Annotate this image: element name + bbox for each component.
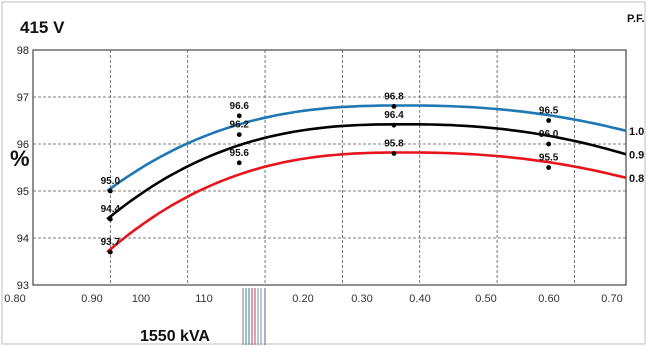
y-tick-label: 94: [17, 233, 29, 245]
x-tick-label: 0.70: [601, 293, 622, 305]
x-tick-labels: 0.80 0.90 100 110 0.20 0.30 0.40 0.50 0.60 0.70: [4, 293, 622, 305]
y-tick-label: 98: [17, 45, 29, 57]
data-point: [546, 118, 552, 123]
horizontal-gridlines: [33, 96, 626, 239]
x-tick-label: 0.20: [292, 293, 313, 305]
rating-label: 1550 kVA: [140, 328, 210, 345]
data-point: [236, 113, 242, 119]
x-tick-label: 0.50: [475, 293, 496, 305]
y-tick-label: 97: [17, 92, 29, 104]
x-tick-label: 0.40: [409, 293, 430, 305]
data-label: 96.2: [230, 120, 250, 131]
data-label: 96.8: [384, 91, 404, 102]
x-tick-label: 0.90: [81, 293, 102, 305]
data-point: [391, 151, 397, 156]
x-tick-label: 0.60: [538, 293, 559, 305]
y-axis-label: %: [10, 146, 30, 171]
data-label: 95.0: [101, 176, 121, 187]
data-point: [391, 122, 397, 128]
render-artifact-lines: [242, 288, 266, 345]
pf-label: 1.0: [629, 126, 644, 138]
data-point: [107, 188, 113, 194]
pf-legend-labels: 1.0 0.9 0.8: [629, 126, 644, 185]
pf-label: 0.8: [629, 173, 644, 185]
data-point: [546, 141, 552, 147]
series-line-pf-1.0: [106, 104, 627, 193]
data-label: 95.8: [384, 138, 404, 149]
plot-area: 93 94 95 96 97 98 95.0 96.6 96.8 96.5 94.4 96.2 96.…: [17, 45, 645, 292]
x-tick-label: 0.30: [351, 293, 372, 305]
series-points: [107, 104, 552, 255]
y-tick-label: 95: [17, 186, 29, 198]
data-point: [107, 216, 113, 222]
data-label: 96.4: [384, 110, 404, 121]
series-line-pf-0.8: [106, 151, 627, 254]
y-tick-label: 93: [17, 280, 29, 292]
y-tick-labels: 93 94 95 96 97 98: [17, 45, 29, 292]
plot-border: [32, 49, 627, 286]
data-point: [236, 132, 242, 138]
x-tick-label: 110: [195, 293, 213, 305]
data-label: 96.0: [539, 129, 559, 140]
x-tick-label: 100: [132, 293, 150, 305]
legend-title: P.F.: [627, 13, 645, 25]
data-label: 94.4: [101, 204, 121, 215]
data-point: [546, 165, 552, 170]
data-labels: 95.0 96.6 96.8 96.5 94.4 96.2 96.4 96.0 93.7 95.6…: [101, 91, 559, 248]
data-point: [236, 160, 242, 166]
data-label: 95.5: [539, 153, 559, 164]
y-tick-label: 96: [17, 139, 29, 151]
data-label: 95.6: [230, 148, 250, 159]
data-point: [107, 249, 113, 255]
data-label: 96.5: [539, 106, 559, 117]
pf-label: 0.9: [629, 149, 644, 161]
data-label: 93.7: [101, 237, 121, 248]
voltage-title: 415 V: [20, 18, 65, 37]
series-line-pf-0.9: [106, 123, 627, 221]
data-point: [391, 104, 397, 109]
x-tick-label: 0.80: [4, 293, 25, 305]
series-lines: [106, 104, 627, 254]
data-label: 96.6: [230, 101, 250, 112]
